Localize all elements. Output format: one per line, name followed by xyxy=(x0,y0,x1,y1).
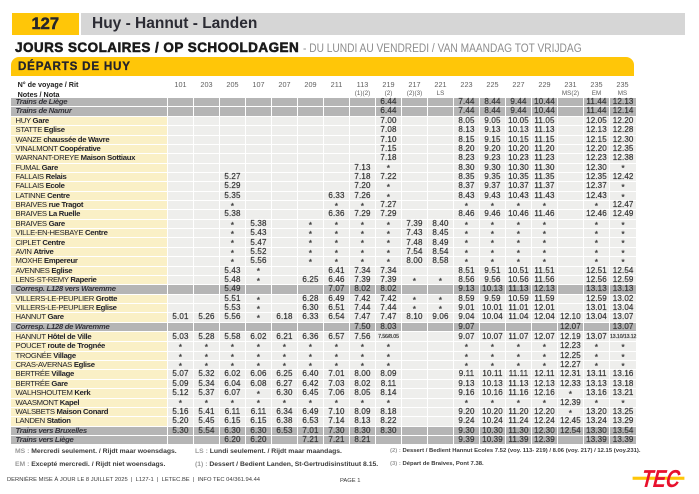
svg-text:TEC: TEC xyxy=(639,465,684,492)
